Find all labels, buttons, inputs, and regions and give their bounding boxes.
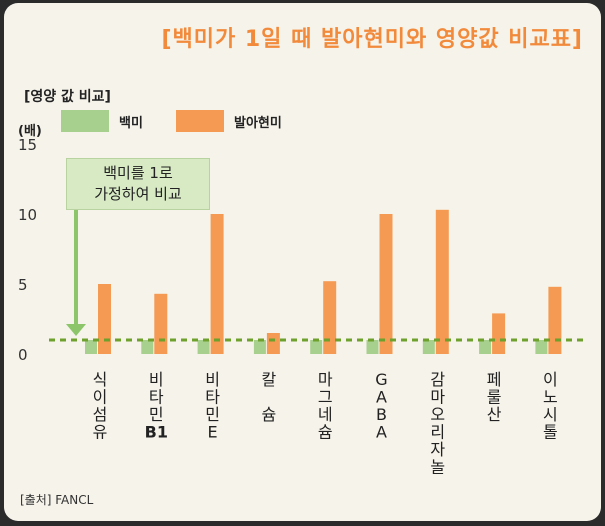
x-tick-label: 리: [430, 423, 445, 442]
x-tick-label: 비: [149, 370, 164, 389]
x-tick-label: 마: [318, 370, 333, 389]
chart-panel: [백미가 1일 때 발아현미와 영양값 비교표] [영양 값 비교] (배) 백…: [4, 3, 601, 521]
x-tick-label: 네: [318, 405, 333, 424]
bar-white-rice: [85, 340, 97, 354]
x-tick-label: 감: [430, 370, 445, 389]
legend-label-white-rice: 백미: [119, 115, 143, 131]
x-tick-label: 슘: [318, 423, 333, 442]
x-tick-label: 이: [543, 370, 558, 389]
x-tick-label: 그: [318, 388, 333, 407]
baseline-callout: 백미를 1로 가정하여 비교: [66, 158, 210, 210]
y-tick-label: 10: [18, 206, 37, 224]
x-tick-label: 시: [543, 405, 558, 424]
x-tick-label: 오: [430, 405, 445, 424]
y-tick-label: 5: [18, 276, 28, 294]
x-tick-label: E: [208, 423, 218, 442]
chart-title: [백미가 1일 때 발아현미와 영양값 비교표]: [161, 27, 583, 52]
x-tick-label: 산: [487, 405, 502, 424]
y-tick-label: 0: [18, 346, 28, 364]
bar-brown-rice: [98, 284, 111, 354]
bar-brown-rice: [548, 286, 562, 354]
bar-white-rice: [141, 340, 154, 354]
x-tick-label: 톨: [543, 423, 558, 442]
x-tick-label: 민: [149, 405, 164, 424]
x-tick-label: 자: [430, 440, 445, 459]
x-tick-label: A: [376, 388, 387, 407]
legend-swatch-white-rice: [61, 110, 109, 132]
bar-white-rice: [535, 340, 548, 354]
bar-white-rice: [366, 340, 379, 354]
y-axis-label: (배): [18, 124, 42, 139]
x-tick-label: 슘: [262, 405, 277, 424]
x-tick-label: 타: [149, 388, 164, 407]
x-tick-label: 민: [205, 405, 220, 424]
x-tick-label: A: [376, 423, 387, 442]
x-tick-label: 타: [205, 388, 220, 407]
bar-brown-rice: [266, 333, 280, 354]
arrow-head-icon: [66, 324, 86, 336]
x-tick-label: 식: [93, 370, 108, 389]
x-tick-label: 페: [487, 370, 502, 389]
bar-brown-rice: [154, 293, 168, 354]
bar-brown-rice: [492, 313, 506, 354]
legend-item-white-rice: 백미: [61, 110, 143, 132]
bar-brown-rice: [435, 209, 449, 354]
bar-brown-rice: [379, 214, 393, 354]
x-tick-label: 노: [543, 388, 558, 407]
legend-swatch-brown-rice: [176, 110, 224, 132]
bar-white-rice: [197, 340, 210, 354]
bar-white-rice: [479, 340, 492, 354]
bar-brown-rice: [323, 281, 337, 354]
bar-white-rice: [253, 340, 266, 354]
x-tick-label: G: [375, 370, 387, 389]
bar-white-rice: [310, 340, 323, 354]
x-tick-label: 룰: [487, 388, 502, 407]
x-tick-label: 놀: [430, 458, 445, 477]
y-tick-label: 15: [18, 136, 37, 154]
bar-brown-rice: [210, 214, 224, 354]
callout-line-1: 백미를 1로: [103, 164, 173, 182]
x-tick-label: 섬: [93, 405, 108, 424]
x-tick-label: 유: [93, 423, 108, 442]
legend-label-brown-rice: 발아현미: [234, 115, 282, 131]
bar-chart: 051015식이섬유비타민B1비타민E칼슘마그네슘GABA감마오리자놀페룰산이노…: [18, 136, 586, 477]
legend-item-brown-rice: 발아현미: [176, 110, 282, 132]
x-tick-label: B1: [145, 423, 168, 442]
x-tick-label: 비: [205, 370, 220, 389]
x-tick-label: 이: [93, 388, 108, 407]
x-tick-label: 칼: [262, 370, 277, 389]
source-note: [출처] FANCL: [20, 493, 94, 507]
section-label: [영양 값 비교]: [24, 89, 111, 105]
x-tick-label: B: [376, 405, 387, 424]
callout-line-2: 가정하여 비교: [94, 185, 182, 203]
x-tick-label: 마: [430, 388, 445, 407]
bar-white-rice: [422, 340, 435, 354]
